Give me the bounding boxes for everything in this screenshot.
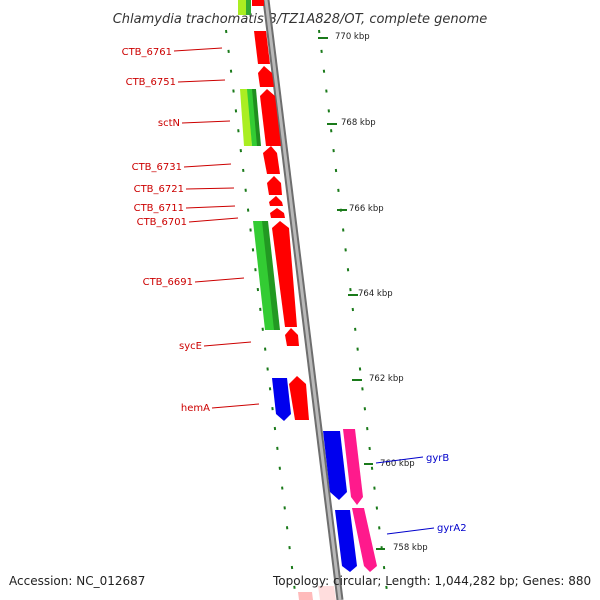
gene-label-ctb-6691: CTB_6691 [143,277,245,288]
gene-label-syce: sycE [179,341,252,352]
gene-label-ctb-6761: CTB_6761 [122,47,223,58]
forward-gene [254,31,270,64]
tick-768: 768 kbp [327,118,376,128]
gene-labels-right: gyrB gyrA2 [375,453,467,535]
gene-label-text: CTB_6691 [143,277,193,288]
tick-766: 766 kbp [337,204,384,214]
tick-760: 760 kbp [364,459,415,469]
cog-feature [247,89,258,146]
forward-gene [252,0,264,6]
gene-label-text: CTB_6711 [134,203,184,214]
forward-gene [260,89,281,146]
gene-label-text: sycE [179,341,202,352]
tick-label: 762 kbp [369,374,404,384]
gene-label-ctb-6751: CTB_6751 [126,77,226,88]
gene-label-text: CTB_6701 [137,217,187,228]
gene-label-sctn: sctN [158,118,231,129]
rna-gene [318,586,336,600]
forward-gene [272,221,297,327]
gene-labels-left: CTB_6761 CTB_6751 sctN CTB_6731 CTB_6721… [122,47,260,414]
tick-758: 758 kbp [376,543,428,553]
tick-764: 764 kbp [348,289,393,299]
gene-label-gyra2: gyrA2 [386,523,467,535]
position-ticks: 770 kbp 768 kbp 766 kbp 764 kbp 762 kbp … [318,32,428,553]
gene-label-hema: hemA [181,403,260,414]
reverse-gene [272,378,291,421]
tick-label: 770 kbp [335,32,370,42]
tick-762: 762 kbp [352,374,404,384]
gene-label-ctb-6721: CTB_6721 [134,184,235,195]
cog-feature [252,89,261,146]
forward-gene [263,146,280,174]
gene-label-gyrb: gyrB [375,453,449,464]
forward-gene [267,176,282,195]
cog-feature [246,0,251,15]
gene-label-text: gyrA2 [437,523,467,534]
accession-text: Accession: NC_012687 [9,574,146,588]
gene-label-text: CTB_6731 [132,162,182,173]
tick-label: 760 kbp [380,459,415,469]
cog-feature [238,0,247,15]
genome-summary-text: Topology: circular; Length: 1,044,282 bp… [273,574,592,588]
rna-gene [352,508,377,572]
forward-gene [269,196,283,206]
gene-label-ctb-6701: CTB_6701 [137,217,239,228]
gene-label-text: CTB_6751 [126,77,176,88]
reverse-genes [272,378,357,572]
forward-gene [285,328,299,346]
forward-genes [254,31,309,420]
tick-770: 770 kbp [318,32,370,42]
tick-label: 758 kbp [393,543,428,553]
forward-gene [270,208,285,218]
forward-gene [258,66,274,87]
tick-label: 768 kbp [341,118,376,128]
gene-label-ctb-6711: CTB_6711 [134,203,236,214]
rna-gene [343,429,363,505]
reverse-gene [323,431,347,500]
gene-label-ctb-6731: CTB_6731 [132,162,232,173]
rna-genes [298,429,377,600]
gene-label-text: hemA [181,403,210,414]
tick-label: 764 kbp [358,289,393,299]
gene-label-text: CTB_6761 [122,47,172,58]
tick-label: 766 kbp [349,204,384,214]
forward-gene [289,376,309,420]
gene-label-text: gyrB [426,453,449,464]
genome-title: Chlamydia trachomatis B/TZ1A828/OT, comp… [113,12,488,27]
gene-label-text: sctN [158,118,180,129]
reverse-gene [335,510,357,572]
cog-features [240,89,280,330]
gene-label-text: CTB_6721 [134,184,184,195]
cog-feature [262,221,280,330]
rna-gene [298,592,313,600]
genome-backbone [262,0,344,600]
